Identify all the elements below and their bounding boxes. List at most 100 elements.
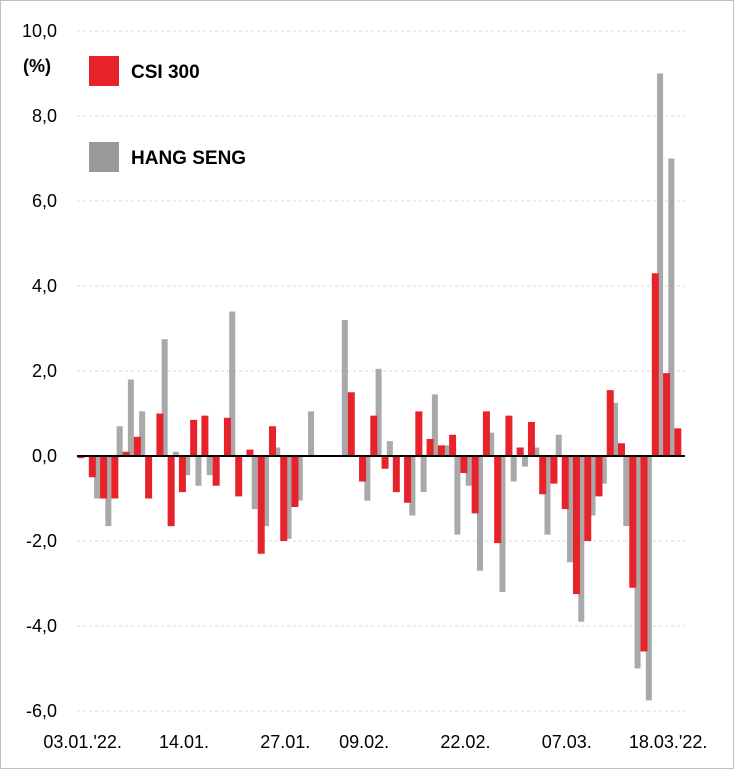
bar-hangseng (386, 441, 393, 456)
bar-hangseng (476, 456, 483, 571)
bar-hangseng (161, 339, 168, 456)
bar-csi300 (268, 426, 276, 456)
bar-csi300 (156, 413, 164, 456)
bar-hangseng (116, 426, 123, 456)
bar-hangseng (139, 411, 146, 456)
bar-csi300 (426, 439, 434, 456)
bar-hangseng (488, 432, 495, 456)
bar-csi300 (111, 456, 119, 499)
x-axis-ticks: 03.01.'22. 14.01. 27.01. 09.02. 22.02. 07.03.… (43, 732, 707, 752)
bar-csi300 (359, 456, 367, 482)
bar-csi300 (122, 451, 130, 456)
bar-csi300 (77, 456, 85, 459)
bar-csi300 (437, 445, 445, 456)
bar-hangseng (668, 158, 675, 456)
bar-hangseng (251, 456, 258, 510)
bar-hangseng (127, 379, 134, 456)
bar-csi300 (460, 456, 468, 473)
legend-swatch-hangseng (89, 142, 119, 172)
bar-hangseng (521, 456, 528, 467)
bar-hangseng (229, 311, 236, 456)
bar-csi300 (178, 456, 186, 493)
bar-csi300 (482, 411, 490, 456)
y-tick-label: 0,0 (32, 446, 57, 466)
bar-csi300 (584, 456, 592, 541)
bar-hangseng (431, 394, 438, 456)
bar-csi300 (606, 390, 614, 456)
bar-hangseng (206, 456, 213, 476)
bars (77, 73, 682, 701)
bar-hangseng (105, 456, 112, 527)
bar-hangseng (533, 447, 540, 456)
bar-csi300 (223, 417, 231, 456)
bar-csi300 (404, 456, 412, 503)
bar-csi300 (291, 456, 299, 507)
y-tick-label: -4,0 (26, 616, 57, 636)
bar-csi300 (392, 456, 400, 493)
bar-csi300 (516, 447, 524, 456)
legend-label-hangseng: HANG SENG (131, 148, 246, 169)
bar-csi300 (145, 456, 153, 499)
bar-hangseng (443, 445, 450, 456)
bar-csi300 (212, 456, 220, 486)
bar-hangseng (454, 456, 461, 535)
bar-hangseng (623, 456, 630, 527)
bar-csi300 (246, 449, 254, 456)
y-tick-label: 4,0 (32, 276, 57, 296)
bar-csi300 (347, 392, 355, 456)
x-tick-label: 03.01.'22. (43, 732, 122, 752)
bar-csi300 (133, 436, 141, 456)
y-axis-ticks: 10,0 8,0 6,0 4,0 2,0 0,0 -2,0 -4,0 -6,0 (22, 21, 57, 721)
bar-csi300 (381, 456, 389, 469)
bar-csi300 (190, 419, 198, 456)
bar-csi300 (280, 456, 288, 541)
x-tick-label: 27.01. (260, 732, 310, 752)
x-tick-label: 14.01. (159, 732, 209, 752)
legend-label-csi300: CSI 300 (131, 62, 200, 83)
bar-hangseng (94, 456, 101, 499)
bar-hangseng (645, 456, 652, 701)
bar-csi300 (561, 456, 569, 510)
bar-csi300 (527, 422, 535, 456)
bar-hangseng (555, 434, 562, 456)
x-tick-label: 22.02. (440, 732, 490, 752)
bar-hangseng (544, 456, 551, 535)
bar-csi300 (663, 373, 671, 456)
y-tick-label: 2,0 (32, 361, 57, 381)
bar-csi300 (370, 415, 378, 456)
bar-csi300 (167, 456, 175, 527)
y-tick-label: 6,0 (32, 191, 57, 211)
bar-hangseng (195, 456, 202, 486)
bar-hangseng (375, 368, 382, 456)
bar-hangseng (510, 456, 517, 482)
bar-hangseng (420, 456, 427, 493)
bar-csi300 (88, 456, 96, 478)
bar-csi300 (674, 428, 682, 456)
bar-csi300 (449, 434, 457, 456)
bar-csi300 (471, 456, 479, 514)
bar-csi300 (595, 456, 603, 497)
bar-hangseng (184, 456, 191, 476)
bar-hangseng (364, 456, 371, 501)
x-tick-label: 09.02. (339, 732, 389, 752)
bar-csi300 (201, 415, 209, 456)
x-tick-label: 18.03.'22. (629, 732, 708, 752)
bar-csi300 (415, 411, 423, 456)
bar-hangseng (567, 456, 574, 563)
x-tick-label: 07.03. (542, 732, 592, 752)
y-tick-label: -6,0 (26, 701, 57, 721)
bar-csi300 (505, 415, 513, 456)
bar-csi300 (539, 456, 547, 495)
bar-hangseng (634, 456, 641, 669)
bar-csi300 (100, 456, 108, 499)
bar-csi300 (618, 443, 626, 456)
bar-hangseng (308, 411, 315, 456)
bar-csi300 (235, 456, 243, 497)
bar-csi300 (494, 456, 502, 544)
bar-hangseng (589, 456, 596, 516)
unit-label: (%) (23, 56, 51, 76)
bar-hangseng (274, 447, 281, 456)
bar-hangseng (578, 456, 585, 622)
bar-hangseng (600, 456, 607, 484)
